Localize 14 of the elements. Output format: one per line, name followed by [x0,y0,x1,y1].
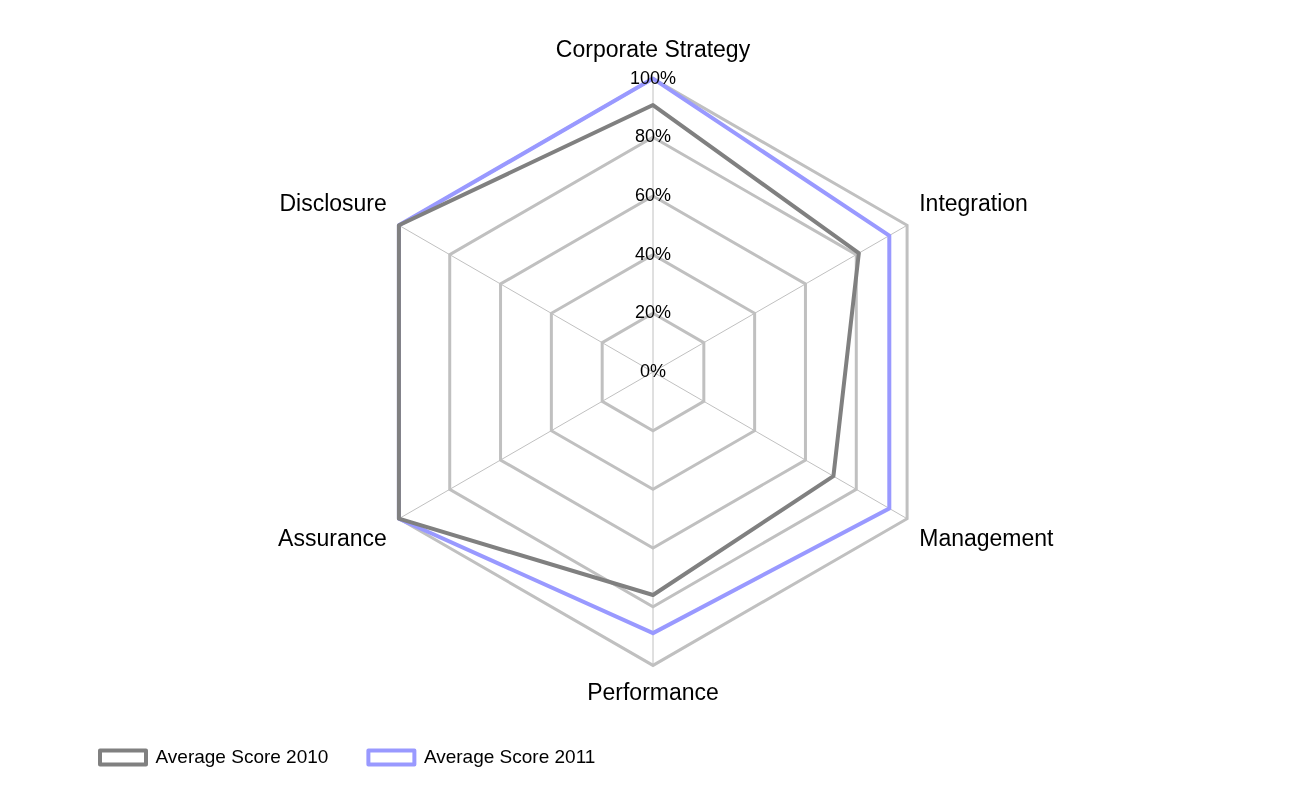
legend-label: Average Score 2011 [423,745,596,767]
y-tick-label: 60% [634,184,672,205]
y-tick-label: 80% [634,126,672,147]
y-tick-label: 40% [634,243,672,264]
y-tick-label: 0% [639,360,667,381]
spoke-label: Disclosure [279,189,387,216]
spoke-label: Management [919,524,1055,551]
y-tick-label: 20% [634,302,672,323]
spoke-label: Assurance [278,524,387,551]
spoke-label: Performance [587,678,719,705]
y-tick-label: 100% [629,67,677,88]
spoke-label: Integration [919,189,1028,216]
legend-label: Average Score 2010 [155,745,329,767]
spoke-label: Corporate Strategy [555,36,751,63]
